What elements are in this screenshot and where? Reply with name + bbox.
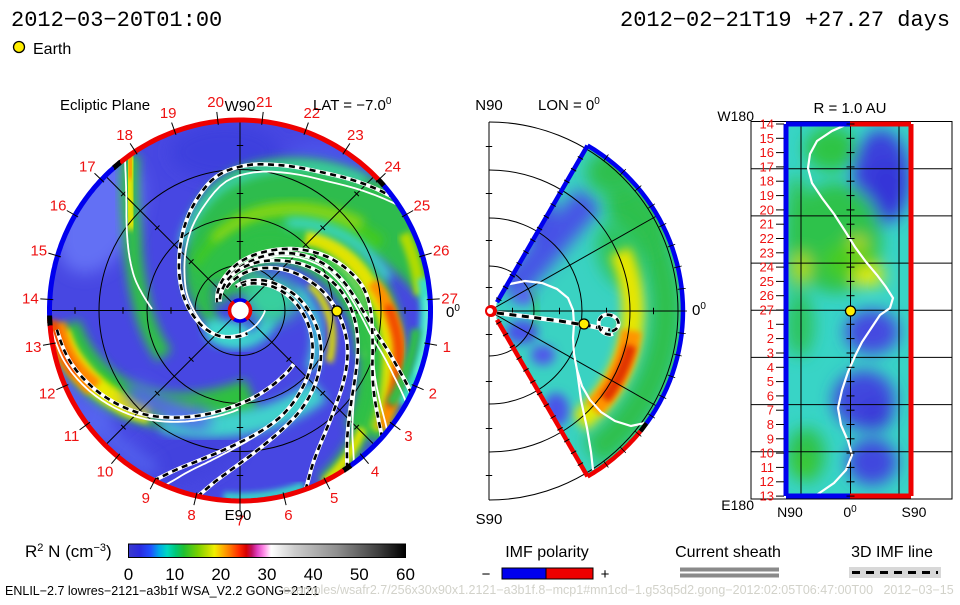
svg-text:24: 24 bbox=[760, 260, 774, 275]
svg-text:5: 5 bbox=[330, 490, 338, 507]
svg-text:1: 1 bbox=[443, 339, 451, 356]
svg-text:15: 15 bbox=[760, 131, 774, 146]
svg-text:50: 50 bbox=[350, 565, 369, 584]
svg-text:22: 22 bbox=[303, 105, 320, 122]
svg-text:10: 10 bbox=[97, 463, 114, 480]
svg-text:E90: E90 bbox=[225, 507, 252, 524]
svg-text:26: 26 bbox=[760, 288, 774, 303]
svg-text:R = 1.0 AU: R = 1.0 AU bbox=[814, 100, 887, 117]
svg-text:IMF polarity: IMF polarity bbox=[505, 544, 589, 561]
svg-text:23: 23 bbox=[760, 245, 774, 260]
svg-text:3: 3 bbox=[404, 428, 412, 445]
svg-text:12: 12 bbox=[760, 474, 774, 489]
svg-text:18: 18 bbox=[760, 174, 774, 189]
svg-text:12: 12 bbox=[39, 386, 56, 403]
svg-text:17: 17 bbox=[79, 158, 96, 175]
svg-text:2: 2 bbox=[429, 386, 437, 403]
svg-text:9: 9 bbox=[142, 490, 150, 507]
svg-text:E180: E180 bbox=[721, 497, 754, 513]
svg-text:W90: W90 bbox=[225, 98, 256, 115]
svg-text:25: 25 bbox=[414, 198, 431, 215]
svg-text:11: 11 bbox=[64, 428, 80, 445]
svg-text:10: 10 bbox=[165, 565, 184, 584]
svg-text:2: 2 bbox=[767, 331, 774, 346]
svg-text:1: 1 bbox=[767, 317, 774, 332]
svg-text:7: 7 bbox=[767, 403, 774, 418]
svg-text:4: 4 bbox=[371, 463, 379, 480]
svg-text:4: 4 bbox=[767, 360, 774, 375]
svg-text:17: 17 bbox=[760, 159, 774, 174]
svg-text:15: 15 bbox=[30, 242, 47, 259]
svg-text:N90: N90 bbox=[475, 97, 503, 114]
svg-text:8: 8 bbox=[767, 417, 774, 432]
svg-text:40: 40 bbox=[304, 565, 323, 584]
svg-text:0: 0 bbox=[124, 565, 133, 584]
svg-text:19: 19 bbox=[160, 105, 177, 122]
svg-text:6: 6 bbox=[767, 388, 774, 403]
svg-text:10: 10 bbox=[760, 446, 774, 461]
svg-text:8: 8 bbox=[187, 507, 195, 524]
svg-text:6: 6 bbox=[284, 507, 292, 524]
svg-text:23: 23 bbox=[347, 127, 364, 144]
svg-text:−: − bbox=[482, 566, 491, 583]
svg-text:18: 18 bbox=[116, 127, 133, 144]
svg-text:3: 3 bbox=[767, 346, 774, 361]
svg-text:Current sheath: Current sheath bbox=[675, 544, 781, 561]
svg-text:11: 11 bbox=[761, 460, 775, 475]
svg-text:30: 30 bbox=[258, 565, 277, 584]
svg-text:26: 26 bbox=[433, 242, 450, 259]
svg-text:N90: N90 bbox=[777, 504, 803, 520]
svg-text:24: 24 bbox=[384, 158, 401, 175]
svg-text:+: + bbox=[601, 566, 610, 583]
svg-text:60: 60 bbox=[396, 565, 415, 584]
svg-text:2012−03−20T01:00: 2012−03−20T01:00 bbox=[11, 8, 222, 33]
svg-text:7: 7 bbox=[236, 513, 244, 530]
svg-text:3D IMF line: 3D IMF line bbox=[851, 544, 933, 561]
svg-text:S90: S90 bbox=[902, 504, 927, 520]
svg-text:21: 21 bbox=[256, 94, 273, 111]
svg-text:Ecliptic Plane: Ecliptic Plane bbox=[60, 97, 150, 114]
svg-text:21: 21 bbox=[760, 217, 774, 232]
svg-text:LAT = −7.00: LAT = −7.00 bbox=[313, 96, 392, 114]
svg-text:examples/wsafr2.7/256x30x90x1.: examples/wsafr2.7/256x30x90x1.2121−a3b1f… bbox=[283, 583, 954, 597]
svg-text:19: 19 bbox=[760, 188, 774, 203]
svg-text:20: 20 bbox=[211, 565, 230, 584]
svg-text:13: 13 bbox=[25, 339, 42, 356]
svg-text:27: 27 bbox=[441, 290, 458, 307]
svg-text:R2 N (cm−3): R2 N (cm−3) bbox=[25, 542, 112, 561]
svg-text:Earth: Earth bbox=[33, 41, 71, 58]
svg-text:20: 20 bbox=[760, 202, 774, 217]
svg-text:ENLIL−2.7 lowres−2121−a3b1f WS: ENLIL−2.7 lowres−2121−a3b1f WSA_V2.2 GON… bbox=[5, 584, 319, 598]
svg-text:S90: S90 bbox=[476, 511, 503, 528]
svg-text:16: 16 bbox=[50, 198, 67, 215]
svg-text:20: 20 bbox=[207, 94, 224, 111]
svg-text:14: 14 bbox=[760, 117, 774, 132]
svg-text:LON = 00: LON = 00 bbox=[538, 96, 600, 114]
svg-text:5: 5 bbox=[767, 374, 774, 389]
svg-text:9: 9 bbox=[767, 431, 774, 446]
svg-text:16: 16 bbox=[760, 145, 774, 160]
svg-text:13: 13 bbox=[760, 489, 774, 504]
svg-text:27: 27 bbox=[760, 303, 774, 318]
svg-text:25: 25 bbox=[760, 274, 774, 289]
svg-text:W180: W180 bbox=[717, 108, 754, 124]
svg-text:14: 14 bbox=[22, 290, 39, 307]
svg-text:2012−02−21T19 +27.27 days: 2012−02−21T19 +27.27 days bbox=[620, 8, 950, 33]
svg-text:22: 22 bbox=[760, 231, 774, 246]
